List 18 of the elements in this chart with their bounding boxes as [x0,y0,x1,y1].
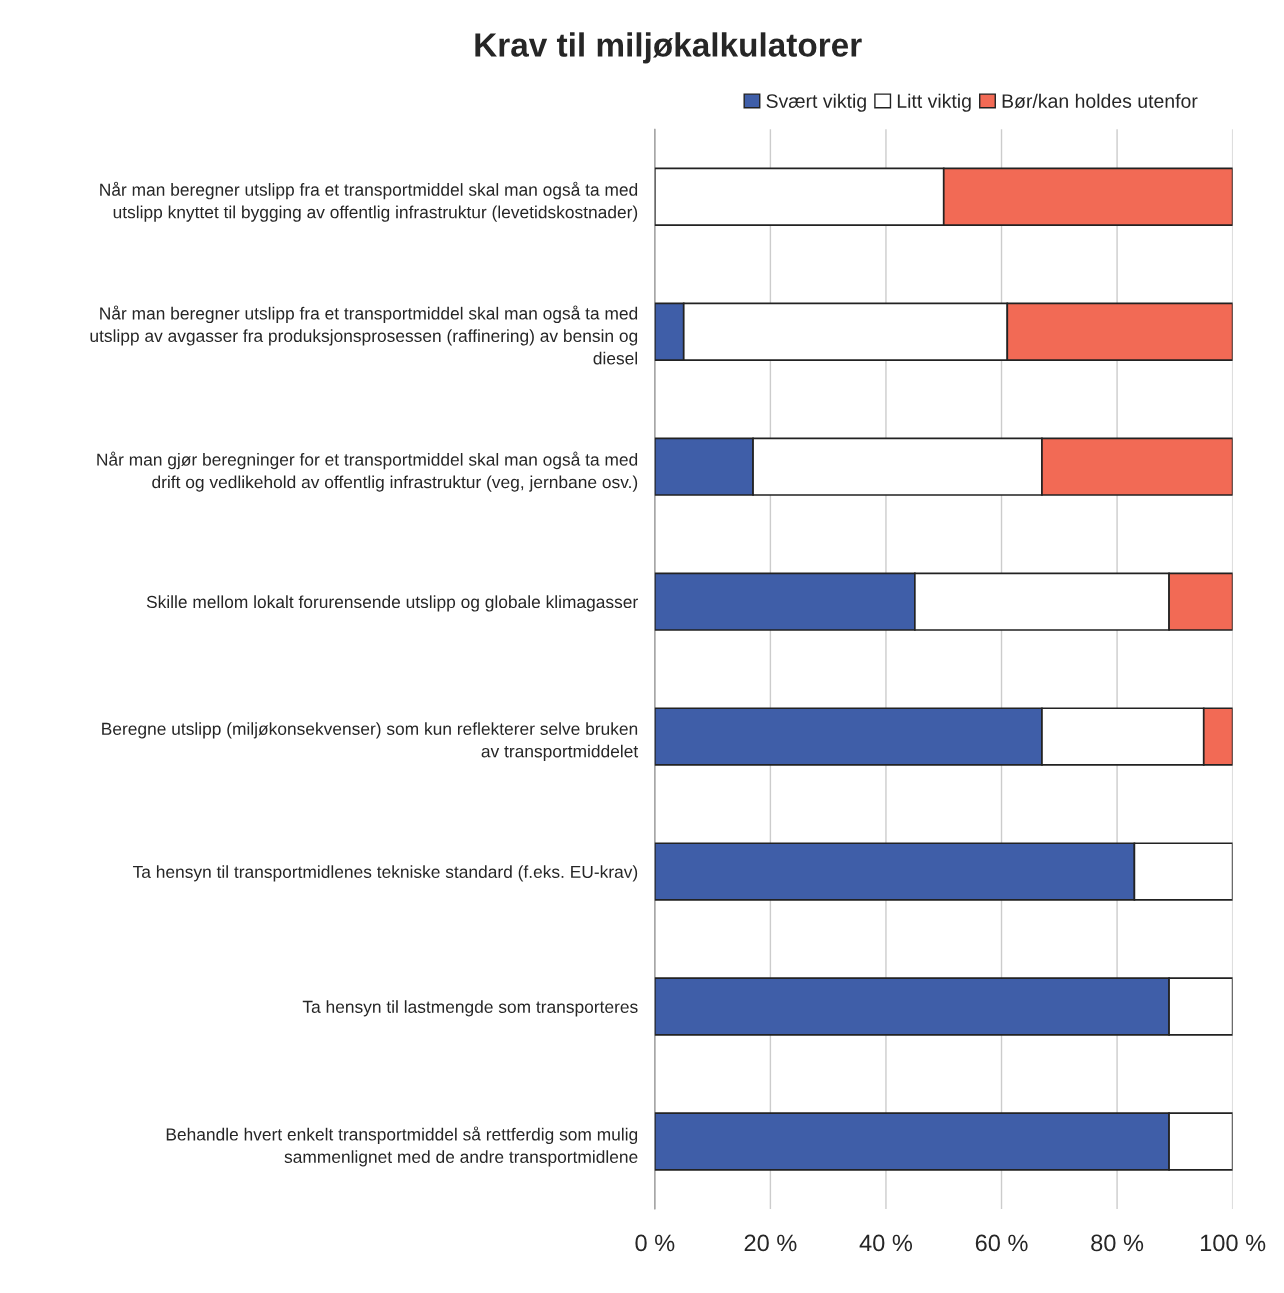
y-tick-label: Når man beregner utslipp fra et transportmiddel skal man også ta med utslipp av avgasser fra produksjonsprosessen (raffinering) av bensin og diesel [90,305,638,365]
y-tick-label: Beregne utslipp (miljøkonsekvenser) som kun reflekterer selve bruken av transportmiddelet [102,722,639,761]
legend-label: Bør/kan holdes utenfor [1002,93,1198,109]
x-tick-label: 40 % [859,1234,913,1252]
y-tick-label: Når man gjør beregninger for et transportmiddel skal man også ta med drift og vedlikehold av offentlig infrastruktur (veg, jernbane osv.) [97,451,638,492]
x-tick-label: 20 % [744,1234,797,1252]
x-tick-label: 80 % [1091,1234,1144,1252]
y-tick-label: Når man beregner utslipp fra et transportmiddel skal man også ta med utslipp knyttet til bygging av offentlig infrastruktur (levetidskostnader) [100,181,638,222]
y-tick-label: Skille mellom lokalt forurensende utslipp og globale klimagasser [146,595,638,612]
legend-label: Svært viktig [766,93,866,112]
y-tick-label: Ta hensyn til lastmengde som transporteres [302,1000,638,1017]
chart-title: Krav til miljøkalkulatorer [475,32,862,64]
legend-label: Litt viktig [897,93,971,112]
x-tick-label: 60 % [975,1234,1028,1252]
y-tick-label: Behandle hvert enkelt transportmiddel så rettferdig som mulig sammenlignet med de andre transportmidlene [166,1126,638,1167]
y-tick-label: Ta hensyn til transportmidlenes tekniske standard (f.eks. EU-krav) [132,865,638,882]
x-tick-label: 0 % [635,1234,675,1252]
x-tick-label: 100 % [1200,1234,1266,1252]
